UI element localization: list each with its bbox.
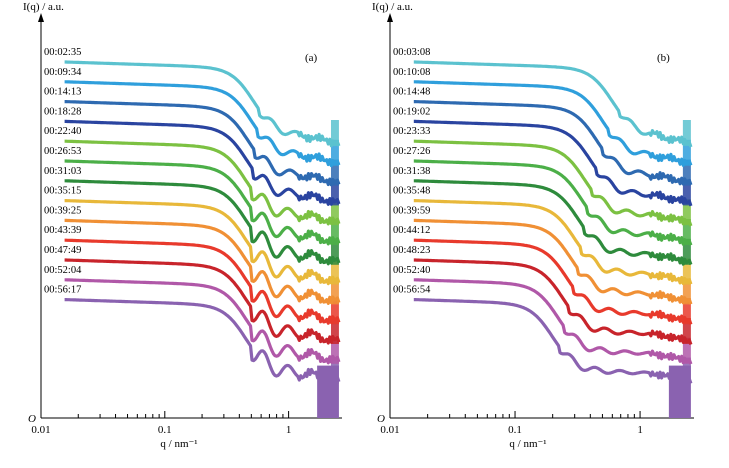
series-curve [413,60,693,148]
x-tick-label: 0.1 [508,424,522,436]
panel-b: 0.01 0.1 1 O I(q) / a.u. q / nm⁻¹ (b) 00:56:54 0… [372,1,694,450]
series-curve [413,278,693,365]
series-noise-band [682,337,691,364]
series-noise-band [682,199,691,226]
series-curve [413,298,693,385]
series-curve [64,119,341,206]
series-curve [64,179,341,266]
y-axis-arrow [387,13,393,22]
series-time-label: 00:02:35 [44,47,81,58]
series-time-label: 00:27:26 [393,146,430,157]
series-noise-band [330,159,339,186]
panel-a: 0.01 0.1 1 O I(q) / a.u. q / nm⁻¹ (a) 00:56:17 0… [23,1,342,450]
x-axis-label: q / nm⁻¹ [509,438,546,450]
series-curve [64,60,341,148]
series-noise-band [682,258,691,285]
x-tick-label: 0.01 [31,424,50,436]
series-curve [64,199,341,286]
series-time-label: 00:10:08 [393,67,430,78]
y-axis-label: I(q) / a.u. [372,1,413,13]
x-tick-label: 1 [286,424,292,436]
series-time-label: 00:56:54 [393,285,431,296]
series-time-label: 00:52:40 [393,265,430,276]
series-noise-band [330,219,339,245]
series-time-label: 00:35:15 [44,186,81,197]
series-time-label: 00:39:59 [393,205,430,216]
series-time-label: 00:14:13 [44,87,81,98]
series-noise-band [330,298,339,325]
series-time-label: 00:23:33 [393,126,430,137]
origin-label: O [28,413,36,425]
series-curve [64,100,341,187]
x-axis-label: q / nm⁻¹ [160,438,197,450]
series-curve [413,119,693,207]
series-noise-band [330,179,339,206]
series-time-label: 00:35:48 [393,186,430,197]
series-curve [413,139,693,227]
series-curve [64,80,341,168]
series-noise-band [682,219,691,245]
series-curve [64,159,341,246]
series-curve [64,139,341,226]
series-time-label: 00:22:40 [44,126,81,137]
series-noise-band [682,318,691,344]
series-noise-band [330,337,339,364]
series-noise-band [330,258,339,285]
series-noise-band [682,278,691,305]
series-noise-band [330,139,339,166]
panel-tag: (a) [305,52,318,64]
series-time-label: 00:03:08 [393,47,430,58]
series-curve [64,298,341,385]
series-curve [64,218,341,305]
series-time-label: 00:39:25 [44,205,81,216]
series-time-label: 00:14:48 [393,87,430,98]
series-noise-tail [668,365,691,418]
x-tick-label: 0.1 [158,424,172,436]
x-tick-label: 1 [637,424,643,436]
series-curve [413,238,693,325]
series-noise-band [682,139,691,166]
series-curve [64,258,341,345]
series-time-label: 00:26:53 [44,146,81,157]
series-noise-band [682,238,691,265]
x-tick-label: 0.01 [380,424,399,436]
series-time-label: 00:18:28 [44,106,81,117]
series-curve [64,238,341,325]
panel-tag: (b) [657,52,670,64]
series-noise-band [682,179,691,206]
series-noise-band [330,318,339,344]
series-time-label: 00:48:23 [393,245,430,256]
series-curve [413,80,693,167]
series-time-label: 00:52:04 [44,265,82,276]
series-time-label: 00:19:02 [393,106,430,117]
series-time-label: 00:43:39 [44,225,81,236]
series-noise-band [682,120,691,146]
series-noise-band [330,238,339,265]
series-noise-band [330,278,339,305]
series-time-label: 00:31:38 [393,166,430,177]
y-axis-label: I(q) / a.u. [23,1,64,13]
origin-label: O [377,413,385,425]
series-noise-band [330,199,339,226]
series-time-label: 00:47:49 [44,245,81,256]
series-noise-band [682,298,691,325]
series-noise-band [330,120,339,146]
series-noise-tail [317,365,339,418]
series-curve [413,258,693,346]
series-time-label: 00:31:03 [44,166,81,177]
series-curve [413,199,693,286]
series-curve [413,218,693,305]
series-curve [64,278,341,365]
series-noise-band [682,159,691,186]
series-time-label: 00:44:12 [393,225,430,236]
series-time-label: 00:56:17 [44,285,81,296]
series-curve [413,159,693,246]
series-time-label: 00:09:34 [44,67,82,78]
series-curve [413,100,693,186]
series-curve [413,179,693,266]
y-axis-arrow [38,13,44,22]
